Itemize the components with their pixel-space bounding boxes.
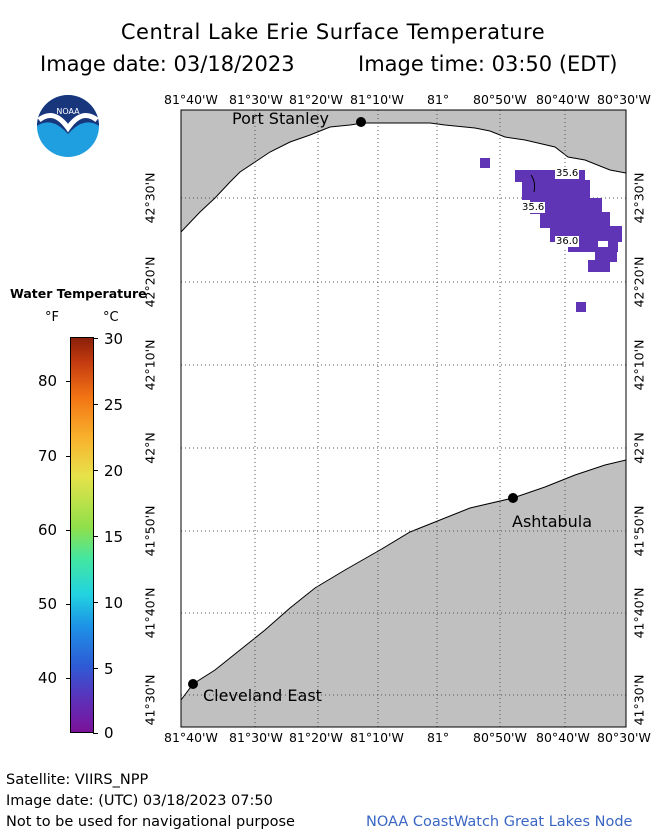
port-stanley-dot <box>356 117 366 127</box>
legend-c-value: 5 <box>104 660 114 678</box>
lon-label-bottom: 81° <box>427 730 450 745</box>
temperature-colorbar <box>66 337 98 734</box>
lat-label-right: 42°30'N <box>631 172 647 224</box>
legend-f-value: 40 <box>38 669 58 687</box>
lon-label-bottom: 81°40'W <box>164 730 218 745</box>
temp-label: 36.0 <box>555 236 580 247</box>
legend-title: Water Temperature <box>10 286 147 301</box>
footer-satellite: Satellite: VIIRS_NPP <box>6 772 149 788</box>
lat-label-left: 42°30'N <box>142 172 158 224</box>
lat-label-left: 41°30'N <box>142 674 158 726</box>
lon-label-bottom: 80°30'W <box>597 730 651 745</box>
temperature-pixels <box>480 158 622 312</box>
ashtabula-dot <box>508 493 518 503</box>
lat-label-right: 41°50'N <box>631 505 647 557</box>
lon-label-bottom: 80°40'W <box>536 730 590 745</box>
footer-utc-date: Image date: (UTC) 03/18/2023 07:50 <box>6 793 273 809</box>
legend-c-value: 20 <box>104 462 124 480</box>
lon-label-top: 81° <box>427 92 450 107</box>
lat-label-right: 41°40'N <box>631 587 647 639</box>
legend-c-value: 25 <box>104 396 124 414</box>
lon-label-bottom: 81°30'W <box>229 730 283 745</box>
temp-label: 35.6 <box>521 202 546 213</box>
lon-label-bottom: 80°50'W <box>473 730 527 745</box>
lat-label-right: 41°30'N <box>631 674 647 726</box>
lon-label-bottom: 81°10'W <box>350 730 404 745</box>
lon-label-top: 81°20'W <box>289 92 343 107</box>
lat-label-left: 42°10'N <box>142 339 158 391</box>
place-ashtabula: Ashtabula <box>512 512 593 531</box>
lon-label-top: 80°50'W <box>473 92 527 107</box>
legend-f-value: 60 <box>38 521 58 539</box>
footer-disclaimer: Not to be used for navigational purpose <box>6 814 295 830</box>
place-cleveland-east: Cleveland East <box>203 686 322 705</box>
temp-label: 35.6 <box>555 168 580 179</box>
map-frame <box>180 109 627 728</box>
legend-f-value: 50 <box>38 595 58 613</box>
legend-unit-c: °C <box>103 310 119 325</box>
lon-label-top: 81°40'W <box>164 92 218 107</box>
lat-label-right: 42°10'N <box>631 339 647 391</box>
lon-label-bottom: 81°20'W <box>289 730 343 745</box>
lon-label-top: 81°10'W <box>350 92 404 107</box>
cleveland-east-dot <box>188 679 198 689</box>
noaa-logo: NOAA <box>37 95 99 157</box>
south-shore-land <box>180 459 627 728</box>
logo-text: NOAA <box>56 107 80 116</box>
legend-f-value: 80 <box>38 372 58 390</box>
map-title: Central Lake Erie Surface Temperature <box>120 20 546 44</box>
graticule <box>181 110 626 727</box>
footer-credit: NOAA CoastWatch Great Lakes Node <box>366 814 633 830</box>
legend-c-value: 10 <box>104 594 124 612</box>
image-time: Image time: 03:50 (EDT) <box>358 52 618 76</box>
legend-c-value: 15 <box>104 528 124 546</box>
lat-label-right: 42°N <box>631 432 647 464</box>
legend-c-value: 0 <box>104 724 114 742</box>
legend-c-value: 30 <box>104 330 124 348</box>
isotherm <box>530 174 536 193</box>
lat-label-right: 42°20'N <box>631 256 647 308</box>
legend-unit-f: °F <box>45 310 59 325</box>
lon-label-top: 80°30'W <box>597 92 651 107</box>
legend-f-value: 70 <box>38 447 58 465</box>
lon-label-top: 80°40'W <box>536 92 590 107</box>
lat-label-left: 41°50'N <box>142 505 158 557</box>
lat-label-left: 41°40'N <box>142 587 158 639</box>
north-shore-land <box>180 109 627 234</box>
lon-label-top: 81°30'W <box>229 92 283 107</box>
image-date: Image date: 03/18/2023 <box>40 52 295 76</box>
place-port-stanley: Port Stanley <box>232 109 329 128</box>
lat-label-left: 42°N <box>142 432 158 464</box>
